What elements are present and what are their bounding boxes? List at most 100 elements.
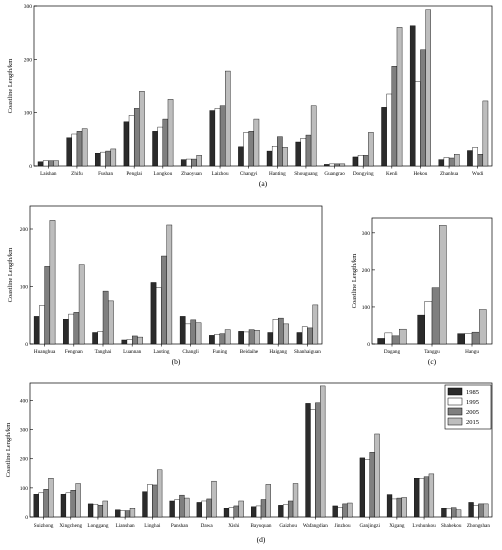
bar-huanghua-1995 [39, 305, 45, 345]
x-category-label: Hangu [465, 349, 479, 355]
bar-longgang-2005 [97, 505, 104, 518]
bar-zhaoyuan-2015 [196, 155, 202, 167]
x-category-label: Xishi [228, 523, 240, 529]
bar-xigang-1985 [386, 494, 393, 518]
bar-shouguang-1985 [295, 141, 301, 167]
bar-kenli-1995 [386, 93, 393, 167]
bar-hekou-2015 [425, 9, 431, 167]
x-category-label: Linghai [144, 523, 161, 529]
bar-xishi-2015 [238, 500, 244, 518]
bar-fengnan-1995 [68, 313, 74, 345]
bar-lianshan-1985 [115, 509, 121, 518]
x-category-label: Changli [182, 349, 199, 355]
bar-gaizhou-1995 [283, 504, 289, 518]
bar-linghai-2005 [152, 484, 158, 518]
legend-swatch-1985 [447, 387, 463, 396]
bar-linghai-1985 [142, 491, 148, 518]
bar-ganjingzi-2015 [374, 433, 380, 518]
plot-frame [29, 205, 323, 345]
x-category-label: Luannan [123, 349, 142, 355]
x-category-label: Dongying [353, 171, 374, 177]
bar-beidaihe-2005 [248, 329, 255, 345]
bar-shanhaiguan-2015 [312, 304, 319, 345]
bar-funing-2005 [219, 333, 226, 345]
legend-label-2005: 2005 [466, 409, 479, 416]
bar-xishi-1985 [223, 508, 230, 518]
bar-jinzhou-1985 [332, 505, 338, 518]
panel-label: (a) [259, 179, 268, 188]
y-tick-label: 300 [362, 231, 371, 237]
bar-changyi-1995 [243, 132, 249, 167]
bar-laizhou-2015 [225, 70, 231, 167]
bar-huanghua-1985 [33, 316, 40, 345]
bar-funing-2015 [224, 329, 231, 345]
x-category-label: Jinzhou [334, 523, 351, 529]
x-category-label: Zhanhua [440, 171, 459, 177]
bar-penglai-2015 [139, 91, 145, 167]
y-tick-label: 0 [367, 342, 370, 348]
bar-tanggu-2015 [439, 225, 447, 345]
bar-kenli-2005 [391, 66, 398, 167]
bar-lvshunkou-2015 [428, 473, 435, 518]
x-category-label: Laoting [153, 349, 170, 355]
x-category-label: Shahekou [441, 523, 462, 529]
bar-bayuquan-1995 [255, 505, 262, 518]
x-category-label: Fengnan [65, 349, 83, 355]
bar-shahekou-2015 [455, 509, 462, 518]
y-axis-label: Coastline Length/km [7, 59, 14, 114]
bar-tanggu-1985 [417, 314, 426, 345]
bar-penglai-2005 [133, 108, 140, 167]
bar-zhaoyuan-1995 [186, 158, 192, 167]
y-axis-label: Coastline Length/km [351, 254, 358, 309]
bar-changli-2015 [195, 322, 202, 345]
bar-hanting-1985 [266, 150, 273, 167]
bar-panshan-2015 [184, 497, 190, 518]
bar-fushan-2015 [110, 148, 117, 167]
bar-jinzhou-2015 [347, 502, 353, 518]
bar-guangrao-2005 [334, 163, 340, 167]
bar-hanting-2015 [282, 147, 288, 167]
x-category-label: Zhaoyuan [181, 171, 202, 177]
bar-fushan-1995 [100, 151, 106, 167]
bar-shahekou-1995 [446, 508, 452, 518]
legend-swatch-2015 [447, 417, 463, 426]
legend-swatch-2005 [447, 407, 463, 416]
x-category-label: Lianshan [116, 523, 135, 529]
bar-hekou-1985 [409, 25, 416, 167]
bar-gaizhou-2005 [287, 500, 294, 518]
bar-wafangdian-1985 [305, 403, 311, 518]
bar-xigang-2015 [401, 497, 407, 518]
bar-tanghai-2005 [102, 290, 109, 345]
bar-luannan-1985 [121, 339, 128, 345]
bar-penglai-1985 [123, 121, 130, 167]
bar-zhifu-2015 [81, 128, 88, 167]
bar-hanting-2005 [277, 136, 283, 167]
bar-zhaoyuan-1985 [180, 159, 187, 167]
x-category-label: Zhifu [71, 170, 83, 177]
bar-haigang-1995 [272, 319, 279, 345]
x-category-label: Laizhou [212, 171, 229, 177]
bar-hangu-2005 [471, 331, 480, 345]
bar-wafangdian-1995 [310, 409, 316, 518]
bar-hekou-1995 [415, 81, 421, 167]
bar-zhongshan-2005 [478, 503, 484, 518]
x-category-label: Dagang [384, 349, 401, 355]
bar-laizhou-1985 [209, 110, 216, 167]
x-category-label: Panshan [171, 523, 189, 529]
y-axis-label: Coastline Length/km [5, 423, 12, 478]
bar-jinzhou-1995 [337, 507, 343, 518]
bar-suizhong-2005 [43, 489, 49, 518]
x-category-label: Laishan [40, 171, 57, 177]
bar-ganjingzi-1995 [364, 459, 370, 518]
y-tick-label: 200 [20, 227, 29, 233]
bar-fushan-2005 [105, 150, 111, 167]
bar-xingcheng-1985 [60, 494, 67, 518]
y-axis-label: Coastline Length/km [7, 248, 14, 303]
bar-hangu-2015 [479, 309, 487, 345]
plot-frame [33, 5, 493, 167]
x-category-label: Dawa [201, 523, 214, 529]
bar-xingcheng-1995 [65, 492, 71, 518]
bar-dawa-2015 [211, 480, 217, 518]
bar-lvshunkou-1995 [418, 478, 425, 518]
